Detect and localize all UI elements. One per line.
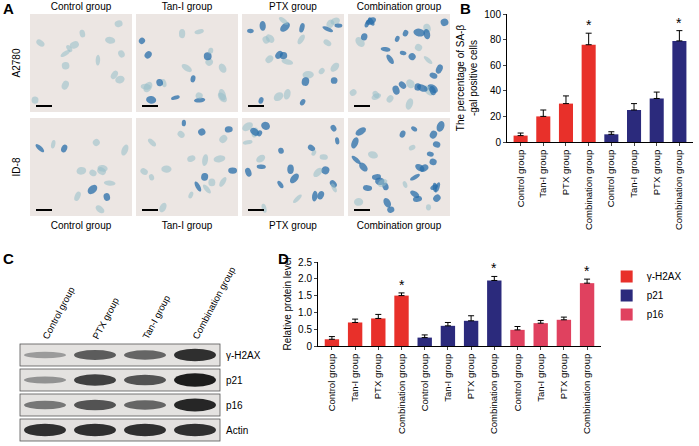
svg-text:PTX group: PTX group xyxy=(269,1,317,12)
svg-text:80: 80 xyxy=(490,34,502,45)
svg-text:PTX group: PTX group xyxy=(558,354,569,399)
svg-text:PTX group: PTX group xyxy=(560,150,571,195)
svg-text:60: 60 xyxy=(490,60,502,71)
svg-text:PTX group: PTX group xyxy=(372,354,383,399)
svg-text:p21: p21 xyxy=(647,290,664,301)
svg-text:Combination group: Combination group xyxy=(357,220,442,231)
svg-text:Combination group: Combination group xyxy=(581,354,592,434)
svg-text:2.5: 2.5 xyxy=(298,257,312,268)
svg-text:20: 20 xyxy=(490,111,502,122)
svg-text:*: * xyxy=(676,15,682,31)
svg-text:*: * xyxy=(584,263,590,279)
svg-text:Control group: Control group xyxy=(326,354,337,412)
svg-text:PTX group: PTX group xyxy=(90,296,121,341)
svg-text:Tan-I group: Tan-I group xyxy=(535,354,546,402)
svg-text:Combination group: Combination group xyxy=(583,150,594,230)
svg-text:Tan-I group: Tan-I group xyxy=(442,354,453,402)
svg-text:PTX group: PTX group xyxy=(269,220,317,231)
svg-text:Tan-I group: Tan-I group xyxy=(162,220,213,231)
svg-text:Combination group: Combination group xyxy=(190,265,237,341)
svg-text:p16: p16 xyxy=(226,400,243,411)
svg-text:*: * xyxy=(399,277,405,293)
svg-text:p21: p21 xyxy=(226,375,243,386)
svg-text:p16: p16 xyxy=(647,309,664,320)
svg-text:0: 0 xyxy=(306,341,312,352)
svg-text:Control group: Control group xyxy=(51,220,112,231)
svg-text:Tan-I group: Tan-I group xyxy=(628,150,639,198)
svg-text:Combination group: Combination group xyxy=(396,354,407,434)
svg-text:Actin: Actin xyxy=(226,425,248,436)
svg-text:Control group: Control group xyxy=(512,354,523,412)
svg-text:0: 0 xyxy=(495,137,501,148)
svg-text:2.0: 2.0 xyxy=(298,273,312,284)
svg-text:PTX group: PTX group xyxy=(465,354,476,399)
svg-text:*: * xyxy=(586,17,592,33)
svg-text:Tan-I group: Tan-I group xyxy=(349,354,360,402)
svg-text:0.5: 0.5 xyxy=(298,324,312,335)
svg-text:γ-H2AX: γ-H2AX xyxy=(647,271,682,282)
svg-text:Control group: Control group xyxy=(40,285,77,341)
svg-text:1.0: 1.0 xyxy=(298,307,312,318)
svg-text:Combination group: Combination group xyxy=(488,354,499,434)
svg-text:40: 40 xyxy=(490,85,502,96)
svg-text:100: 100 xyxy=(484,9,501,20)
svg-text:1.5: 1.5 xyxy=(298,290,312,301)
svg-text:*: * xyxy=(491,260,497,276)
svg-text:γ-H2AX: γ-H2AX xyxy=(226,350,261,361)
svg-text:Tan-I group: Tan-I group xyxy=(537,150,548,198)
svg-text:Control group: Control group xyxy=(51,1,112,12)
svg-text:Combination group: Combination group xyxy=(357,1,442,12)
svg-text:The percentage of SA-β-gal pos: The percentage of SA-β-gal positive cell… xyxy=(455,25,479,132)
svg-text:Control group: Control group xyxy=(419,354,430,412)
svg-text:Control group: Control group xyxy=(515,150,526,208)
svg-text:Tan-I group: Tan-I group xyxy=(162,1,213,12)
svg-text:ID-8: ID-8 xyxy=(11,157,22,176)
svg-text:A2780: A2780 xyxy=(11,48,22,77)
svg-text:Relative protein level: Relative protein level xyxy=(282,258,293,351)
svg-text:Tan-I group: Tan-I group xyxy=(140,293,172,341)
svg-text:Combination group: Combination group xyxy=(673,150,684,230)
svg-text:PTX group: PTX group xyxy=(651,150,662,195)
svg-text:Control group: Control group xyxy=(605,150,616,208)
